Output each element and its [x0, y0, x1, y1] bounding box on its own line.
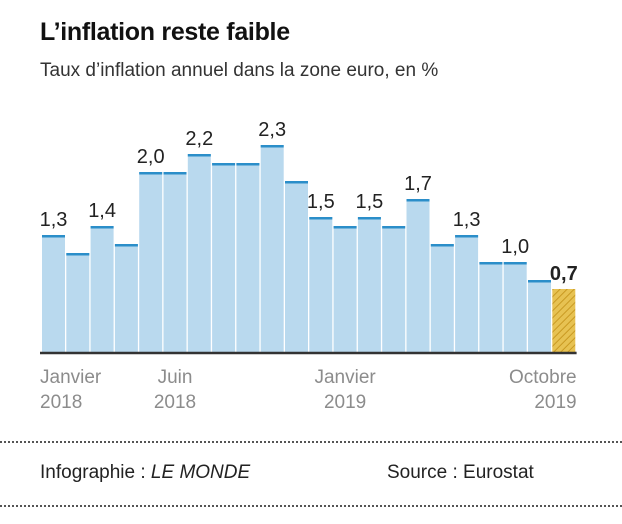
bar-2018-12	[309, 217, 333, 352]
bar-2018-07	[187, 154, 211, 352]
bar-2018-03	[90, 226, 114, 352]
bar-2019-02	[357, 217, 381, 352]
data-label-2018-01: 1,3	[40, 209, 68, 231]
bar-2018-08	[212, 163, 236, 352]
x-tick-month-2019-10: Octobre	[509, 367, 577, 388]
credit-brand: LE MONDE	[150, 462, 251, 483]
bar-2018-06	[163, 172, 187, 352]
x-tick-year-2019-10: 2019	[534, 392, 576, 413]
bar-2019-01	[333, 226, 357, 352]
x-tick-month-2019-01: Janvier	[314, 367, 376, 388]
bar-2018-04	[114, 244, 138, 352]
bar-2018-10	[260, 145, 284, 352]
x-tick-year-2018-06: 2018	[154, 392, 196, 413]
bar-top-2019-02	[357, 217, 381, 220]
bar-top-2018-07	[187, 154, 211, 157]
bar-2019-07	[479, 262, 503, 352]
bar-2018-05	[139, 172, 163, 352]
credit: Infographie : LE MONDE	[40, 462, 250, 484]
bar-2019-08	[503, 262, 527, 352]
bar-top-2018-11	[285, 181, 308, 184]
dotted-divider-top	[0, 441, 622, 443]
bar-top-2019-08	[503, 262, 527, 265]
data-label-2018-12: 1,5	[307, 191, 335, 213]
bar-2018-01	[42, 235, 65, 352]
bar-top-2018-06	[163, 172, 187, 175]
bar-top-2018-02	[66, 253, 90, 256]
data-label-2018-07: 2,2	[185, 128, 213, 150]
chart-title: L’inflation reste faible	[40, 18, 290, 46]
bar-top-2018-04	[114, 244, 138, 247]
bar-2019-06	[455, 235, 479, 352]
bar-top-2018-08	[212, 163, 236, 166]
data-label-2019-08: 1,0	[501, 236, 529, 258]
bar-top-2018-01	[42, 235, 65, 238]
data-label-2018-03: 1,4	[88, 200, 116, 222]
bar-top-2019-07	[479, 262, 503, 265]
bar-2018-11	[285, 181, 308, 352]
bar-top-2018-09	[236, 163, 260, 166]
data-label-2019-02: 1,5	[355, 191, 383, 213]
data-label-2019-04: 1,7	[404, 173, 432, 195]
source: Source : Eurostat	[387, 462, 534, 483]
bar-top-2019-05	[430, 244, 454, 247]
bar-top-2019-06	[455, 235, 479, 238]
bar-2019-04	[406, 199, 430, 352]
bar-top-2019-03	[382, 226, 406, 229]
bar-top-2018-05	[139, 172, 163, 175]
data-label-2019-10: 0,7	[550, 263, 578, 285]
bar-top-2019-09	[528, 280, 551, 283]
dotted-divider-bottom	[0, 505, 622, 507]
data-label-2018-10: 2,3	[258, 119, 286, 141]
bar-2018-02	[66, 253, 90, 352]
bar-top-2018-03	[90, 226, 114, 229]
bar-top-2018-10	[260, 145, 284, 148]
bar-2019-05	[430, 244, 454, 352]
bar-chart: 1,3 1,4 2,0 2,2 2,3 1,5 1,5 1,7 1,3 1,0 0,7 Janvier…	[40, 119, 578, 413]
bar-2019-03	[382, 226, 406, 352]
x-tick-month-2018-06: Juin	[158, 367, 193, 388]
bar-top-2018-12	[309, 217, 333, 220]
bar-2018-09	[236, 163, 260, 352]
bar-2019-09	[528, 280, 551, 352]
x-tick-month-2018-01: Janvier	[40, 367, 102, 388]
bar-top-2019-01	[333, 226, 357, 229]
x-tick-year-2018-01: 2018	[40, 392, 82, 413]
chart-subtitle: Taux d’inflation annuel dans la zone eur…	[40, 60, 439, 81]
data-label-2018-05: 2,0	[137, 146, 165, 168]
credit-prefix: Infographie :	[40, 462, 151, 483]
bar-top-2019-04	[406, 199, 430, 202]
bar-highlight-2019-10	[552, 289, 576, 352]
data-label-2019-06: 1,3	[453, 209, 481, 231]
x-tick-year-2019-01: 2019	[324, 392, 366, 413]
